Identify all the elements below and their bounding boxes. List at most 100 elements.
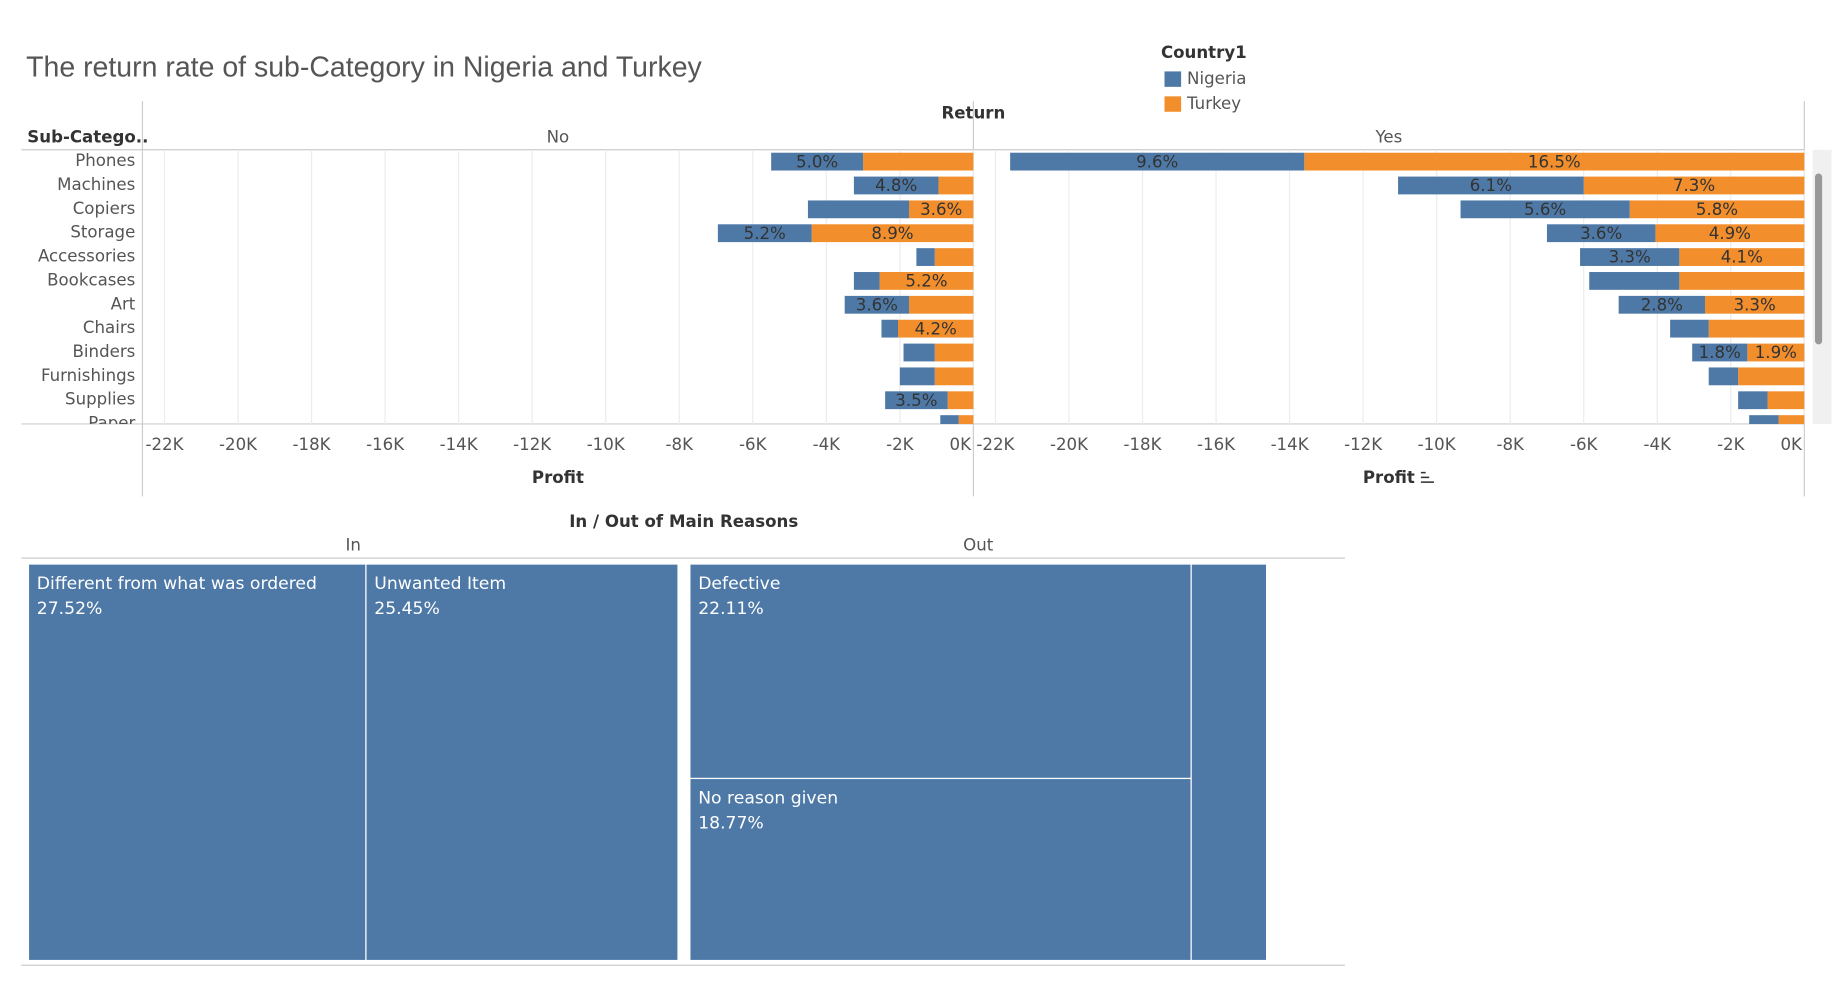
treemap-cell bbox=[1190, 563, 1268, 962]
bar-segment bbox=[916, 248, 935, 266]
data-label: 7.3% bbox=[1673, 176, 1715, 195]
x-tick-label: -18K bbox=[293, 435, 332, 454]
x-tick-label: -2K bbox=[1717, 435, 1746, 454]
bar-segment bbox=[1629, 200, 1805, 219]
x-tick-label: -10K bbox=[1418, 435, 1457, 454]
data-label: 3.3% bbox=[1609, 248, 1651, 267]
data-label: 2.8% bbox=[1641, 295, 1683, 314]
data-label: 4.2% bbox=[915, 319, 957, 338]
bar-segment bbox=[1655, 224, 1805, 243]
category-title: Sub-Catego.. bbox=[27, 127, 148, 146]
bar-segment bbox=[1708, 319, 1805, 338]
x-tick-label: -22K bbox=[976, 435, 1015, 454]
x-tick-label: -12K bbox=[1344, 435, 1383, 454]
legend-label: Nigeria bbox=[1187, 69, 1246, 88]
bar-segment bbox=[1778, 415, 1805, 424]
bar-segment bbox=[903, 343, 935, 362]
x-tick-label: -6K bbox=[739, 435, 768, 454]
y-tick-label: Paper bbox=[88, 414, 135, 433]
x-tick-label: -18K bbox=[1123, 435, 1162, 454]
bar-segment bbox=[1010, 152, 1305, 171]
x-tick-label: -14K bbox=[440, 435, 479, 454]
treemap-cell bbox=[689, 777, 1192, 962]
x-tick-label: -2K bbox=[886, 435, 915, 454]
bar-segment bbox=[947, 391, 974, 410]
x-tick-label: -20K bbox=[1050, 435, 1089, 454]
data-label: 3.5% bbox=[895, 391, 937, 410]
x-tick-label: -10K bbox=[587, 435, 626, 454]
bar-segment bbox=[1738, 391, 1768, 410]
x-tick-label: -22K bbox=[145, 435, 184, 454]
bar-segment bbox=[1398, 176, 1584, 195]
cell-value: 27.52% bbox=[37, 599, 103, 619]
legend-swatch bbox=[1164, 96, 1182, 112]
data-label: 8.9% bbox=[871, 224, 913, 243]
treemap-cell bbox=[27, 563, 367, 962]
bar-segment bbox=[807, 200, 910, 219]
y-tick-label: Chairs bbox=[83, 318, 135, 337]
x-tick-label: -4K bbox=[813, 435, 842, 454]
bar-segment bbox=[934, 343, 974, 362]
bar-segment bbox=[934, 367, 974, 386]
x-tick-label: -14K bbox=[1271, 435, 1310, 454]
bar-segment bbox=[1679, 272, 1805, 290]
y-tick-label: Machines bbox=[57, 175, 135, 194]
y-tick-label: Furnishings bbox=[41, 366, 135, 385]
bar-segment bbox=[885, 391, 948, 410]
x-tick-label: -16K bbox=[366, 435, 405, 454]
bar-segment bbox=[1589, 272, 1680, 290]
data-label: 3.6% bbox=[856, 295, 898, 314]
y-tick-label: Supplies bbox=[65, 390, 135, 409]
bar-segment bbox=[1618, 295, 1706, 314]
group-header: In bbox=[346, 536, 361, 555]
data-label: 3.6% bbox=[920, 200, 962, 219]
bar-segment bbox=[717, 224, 812, 243]
cell-value: 25.45% bbox=[374, 599, 440, 619]
treemap-cell bbox=[365, 563, 679, 962]
bar-segment bbox=[1692, 343, 1748, 362]
bar-segment bbox=[881, 319, 899, 338]
y-tick-label: Phones bbox=[75, 151, 135, 170]
legend-swatch bbox=[1164, 71, 1182, 87]
bar-segment bbox=[1747, 343, 1805, 362]
y-tick-label: Binders bbox=[73, 342, 136, 361]
data-label: 1.9% bbox=[1755, 343, 1797, 362]
bar-segment bbox=[1679, 248, 1805, 266]
bar-segment bbox=[1583, 176, 1805, 195]
bar-segment bbox=[1738, 367, 1805, 386]
cell-value: 22.11% bbox=[698, 599, 764, 619]
data-label: 4.8% bbox=[875, 176, 917, 195]
bar-segment bbox=[863, 152, 974, 171]
x-tick-label: 0K bbox=[1780, 435, 1803, 454]
treemap-cell bbox=[689, 563, 1192, 780]
plot-area: Phones Machines Copiers Storage Accessories B… bbox=[38, 149, 1805, 433]
data-label: 6.1% bbox=[1470, 176, 1512, 195]
group-header: Out bbox=[963, 536, 994, 555]
data-label: 16.5% bbox=[1528, 152, 1581, 171]
y-tick-label: Bookcases bbox=[47, 270, 135, 289]
x-axis-title: Profit bbox=[1363, 468, 1415, 487]
y-tick-label: Copiers bbox=[73, 199, 136, 218]
legend-title: Country1 bbox=[1161, 43, 1247, 62]
x-axis-title: Profit bbox=[532, 468, 584, 487]
bar-segment bbox=[958, 415, 974, 424]
bar-segment bbox=[1670, 319, 1709, 338]
treemap-title: In / Out of Main Reasons bbox=[569, 512, 798, 531]
data-label: 9.6% bbox=[1136, 152, 1178, 171]
data-label: 5.6% bbox=[1524, 200, 1566, 219]
data-label: 5.0% bbox=[796, 152, 838, 171]
sort-icon[interactable] bbox=[1420, 471, 1434, 483]
data-label: 3.3% bbox=[1734, 295, 1776, 314]
bar-segment bbox=[1708, 367, 1739, 386]
bar-segment bbox=[938, 176, 974, 195]
x-tick-label: 0K bbox=[950, 435, 973, 454]
x-tick-label: -20K bbox=[219, 435, 258, 454]
bar-segment bbox=[1767, 391, 1805, 410]
x-tick-label: -4K bbox=[1644, 435, 1673, 454]
scrollbar-thumb[interactable] bbox=[1815, 173, 1823, 345]
bar-segment bbox=[879, 272, 974, 290]
chart-title: The return rate of sub-Category in Niger… bbox=[26, 52, 702, 84]
data-label: 3.6% bbox=[1580, 224, 1622, 243]
